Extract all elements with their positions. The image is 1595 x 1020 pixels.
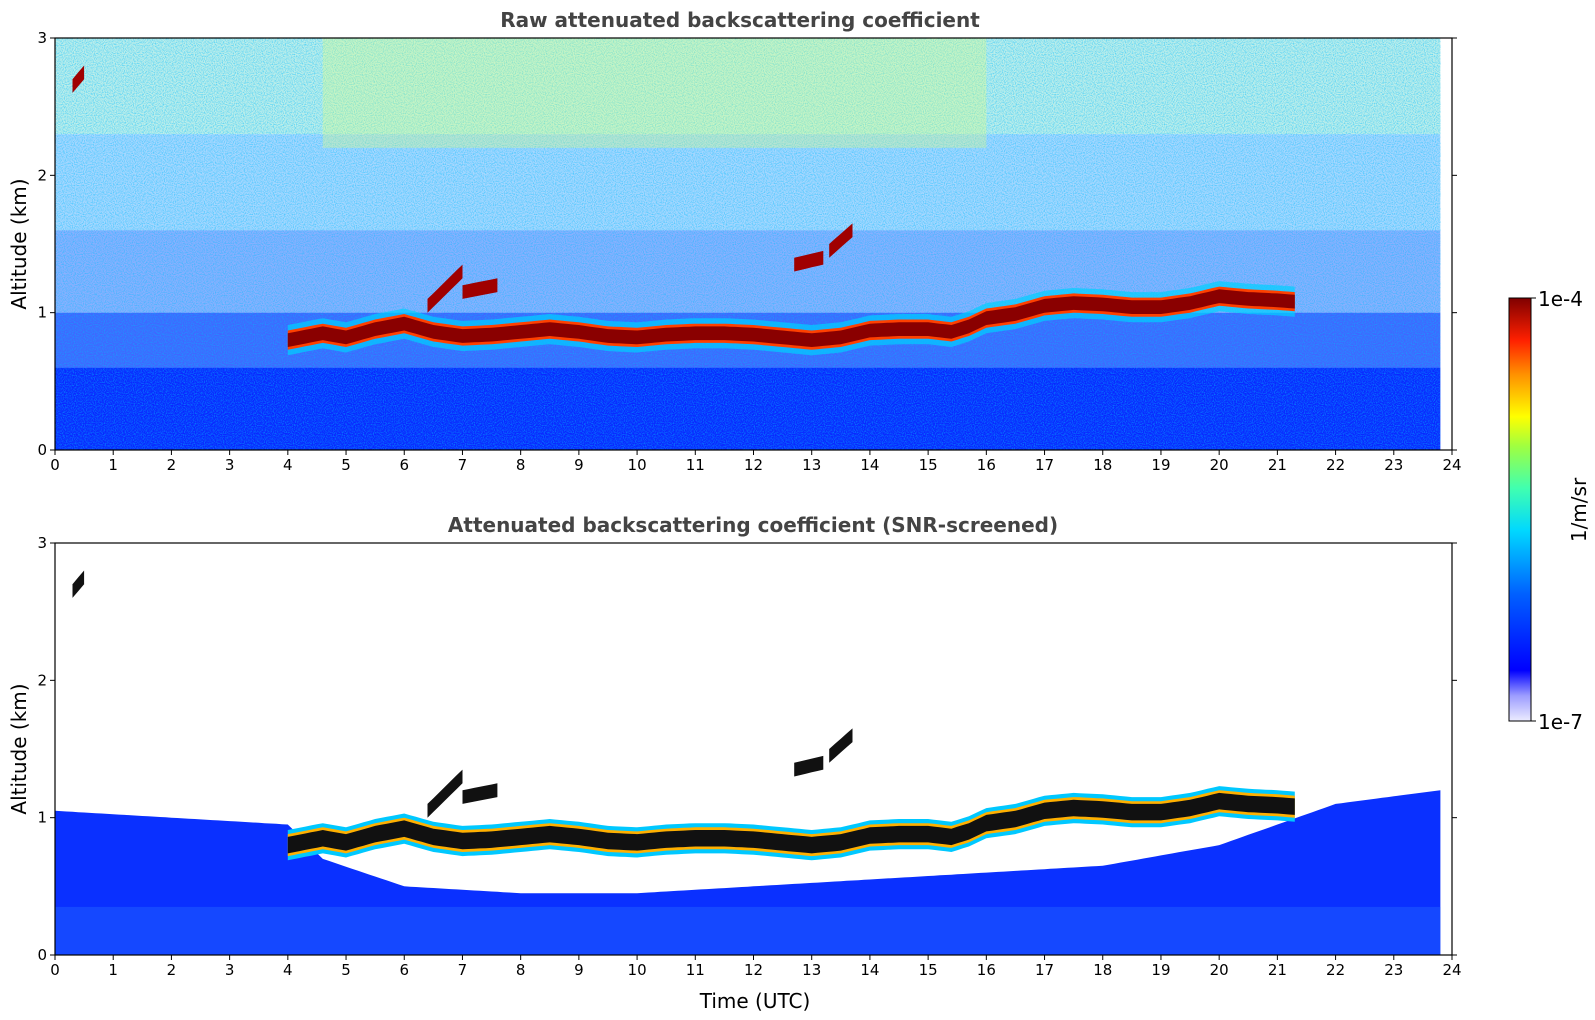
cloud-fragment xyxy=(462,278,498,299)
colorbar-max-label: 1e-4 xyxy=(1538,287,1583,311)
x-tick-label: 12 xyxy=(744,961,763,979)
x-tick-label: 19 xyxy=(1151,456,1170,474)
x-tick-label: 1 xyxy=(108,456,118,474)
cloud-fragment xyxy=(427,264,463,313)
cloud-fragment xyxy=(427,769,463,818)
x-tick-label: 16 xyxy=(977,961,996,979)
panel2-title: Attenuated backscattering coefficient (S… xyxy=(448,513,1058,537)
x-tick-label: 18 xyxy=(1093,961,1112,979)
x-tick-label: 8 xyxy=(516,961,526,979)
panel2-ylabel: Altitude (km) xyxy=(7,683,31,814)
x-tick-label: 6 xyxy=(399,456,409,474)
x-tick-label: 23 xyxy=(1384,961,1403,979)
noise-patch xyxy=(322,38,987,148)
x-tick-label: 7 xyxy=(458,456,468,474)
x-tick-label: 15 xyxy=(919,456,938,474)
y-tick-label: 1 xyxy=(37,304,47,322)
y-tick-label: 2 xyxy=(37,166,47,184)
colorbar-unit-label: 1/m/sr xyxy=(1567,477,1591,542)
x-tick-label: 11 xyxy=(686,961,705,979)
x-tick-label: 3 xyxy=(225,456,235,474)
x-tick-label: 23 xyxy=(1384,456,1403,474)
x-tick-label: 5 xyxy=(341,961,351,979)
cloud-fragment xyxy=(829,223,853,258)
panel1-ylabel: Altitude (km) xyxy=(7,178,31,309)
cloud-core xyxy=(287,289,1295,347)
x-tick-label: 2 xyxy=(167,961,177,979)
raw-heatmap xyxy=(55,38,1441,450)
x-tick-label: 20 xyxy=(1210,961,1229,979)
raw-y-ticks: 0 1 2 3 xyxy=(37,29,1457,459)
cloud-core xyxy=(287,792,1295,854)
x-tick-label: 6 xyxy=(399,961,409,979)
x-tick-label: 16 xyxy=(977,456,996,474)
x-tick-label: 0 xyxy=(50,961,60,979)
x-tick-label: 13 xyxy=(802,961,821,979)
x-tick-label: 4 xyxy=(283,456,293,474)
x-tick-label: 1 xyxy=(108,961,118,979)
cloud-fragment xyxy=(829,728,853,763)
screened-heatmap xyxy=(55,570,1441,955)
y-tick-label: 1 xyxy=(37,809,47,827)
y-tick-label: 2 xyxy=(37,671,47,689)
x-tick-label: 15 xyxy=(919,961,938,979)
cloud-fragment xyxy=(794,250,824,272)
x-tick-label: 8 xyxy=(516,456,526,474)
x-tick-label: 10 xyxy=(628,456,647,474)
colorbar-min-label: 1e-7 xyxy=(1538,710,1583,734)
colorbar: 1e-4 1e-7 1/m/sr xyxy=(1508,287,1591,734)
raw-panel: Raw attenuated backscattering coefficien… xyxy=(7,8,1462,474)
x-tick-label: 22 xyxy=(1326,456,1345,474)
x-tick-label: 9 xyxy=(574,961,584,979)
x-tick-label: 14 xyxy=(860,456,879,474)
panel1-title: Raw attenuated backscattering coefficien… xyxy=(500,8,980,32)
cloud-fragment xyxy=(72,570,85,598)
cloud-fragment xyxy=(794,755,824,777)
cloud-fragment xyxy=(462,783,498,804)
x-tick-label: 4 xyxy=(283,961,293,979)
panel2-xlabel: Time (UTC) xyxy=(699,989,811,1013)
x-tick-label: 24 xyxy=(1442,456,1461,474)
y-tick-label: 0 xyxy=(37,441,47,459)
surface-layer xyxy=(55,906,1441,955)
x-tick-label: 9 xyxy=(574,456,584,474)
raw-x-ticks: 0 1 2 3 4 5 6 7 8 9 10 11 12 13 14 15 16 17 18 19 20 21 22 23 24 xyxy=(50,450,1462,474)
x-tick-label: 0 xyxy=(50,456,60,474)
x-tick-label: 21 xyxy=(1268,456,1287,474)
x-tick-label: 21 xyxy=(1268,961,1287,979)
x-tick-label: 5 xyxy=(341,456,351,474)
x-tick-label: 3 xyxy=(225,961,235,979)
x-tick-label: 10 xyxy=(628,961,647,979)
x-tick-label: 11 xyxy=(686,456,705,474)
x-tick-label: 12 xyxy=(744,456,763,474)
x-tick-label: 17 xyxy=(1035,961,1054,979)
screened-y-ticks: 0 1 2 3 xyxy=(37,534,1457,964)
noise-speckle xyxy=(55,38,1441,450)
x-tick-label: 2 xyxy=(167,456,177,474)
y-tick-label: 3 xyxy=(37,29,47,47)
y-tick-label: 0 xyxy=(37,946,47,964)
y-tick-label: 3 xyxy=(37,534,47,552)
x-tick-label: 19 xyxy=(1151,961,1170,979)
x-tick-label: 24 xyxy=(1442,961,1461,979)
screened-x-ticks: 0 1 2 3 4 5 6 7 8 9 10 11 12 13 14 15 16 17 18 19 20 21 22 23 24 xyxy=(50,955,1462,979)
x-tick-label: 13 xyxy=(802,456,821,474)
colorbar-gradient xyxy=(1508,297,1532,722)
x-tick-label: 20 xyxy=(1210,456,1229,474)
screened-panel: Attenuated backscattering coefficient (S… xyxy=(7,513,1462,1013)
x-tick-label: 14 xyxy=(860,961,879,979)
x-tick-label: 7 xyxy=(458,961,468,979)
x-tick-label: 17 xyxy=(1035,456,1054,474)
cloud-fragment xyxy=(72,65,85,93)
x-tick-label: 22 xyxy=(1326,961,1345,979)
x-tick-label: 18 xyxy=(1093,456,1112,474)
